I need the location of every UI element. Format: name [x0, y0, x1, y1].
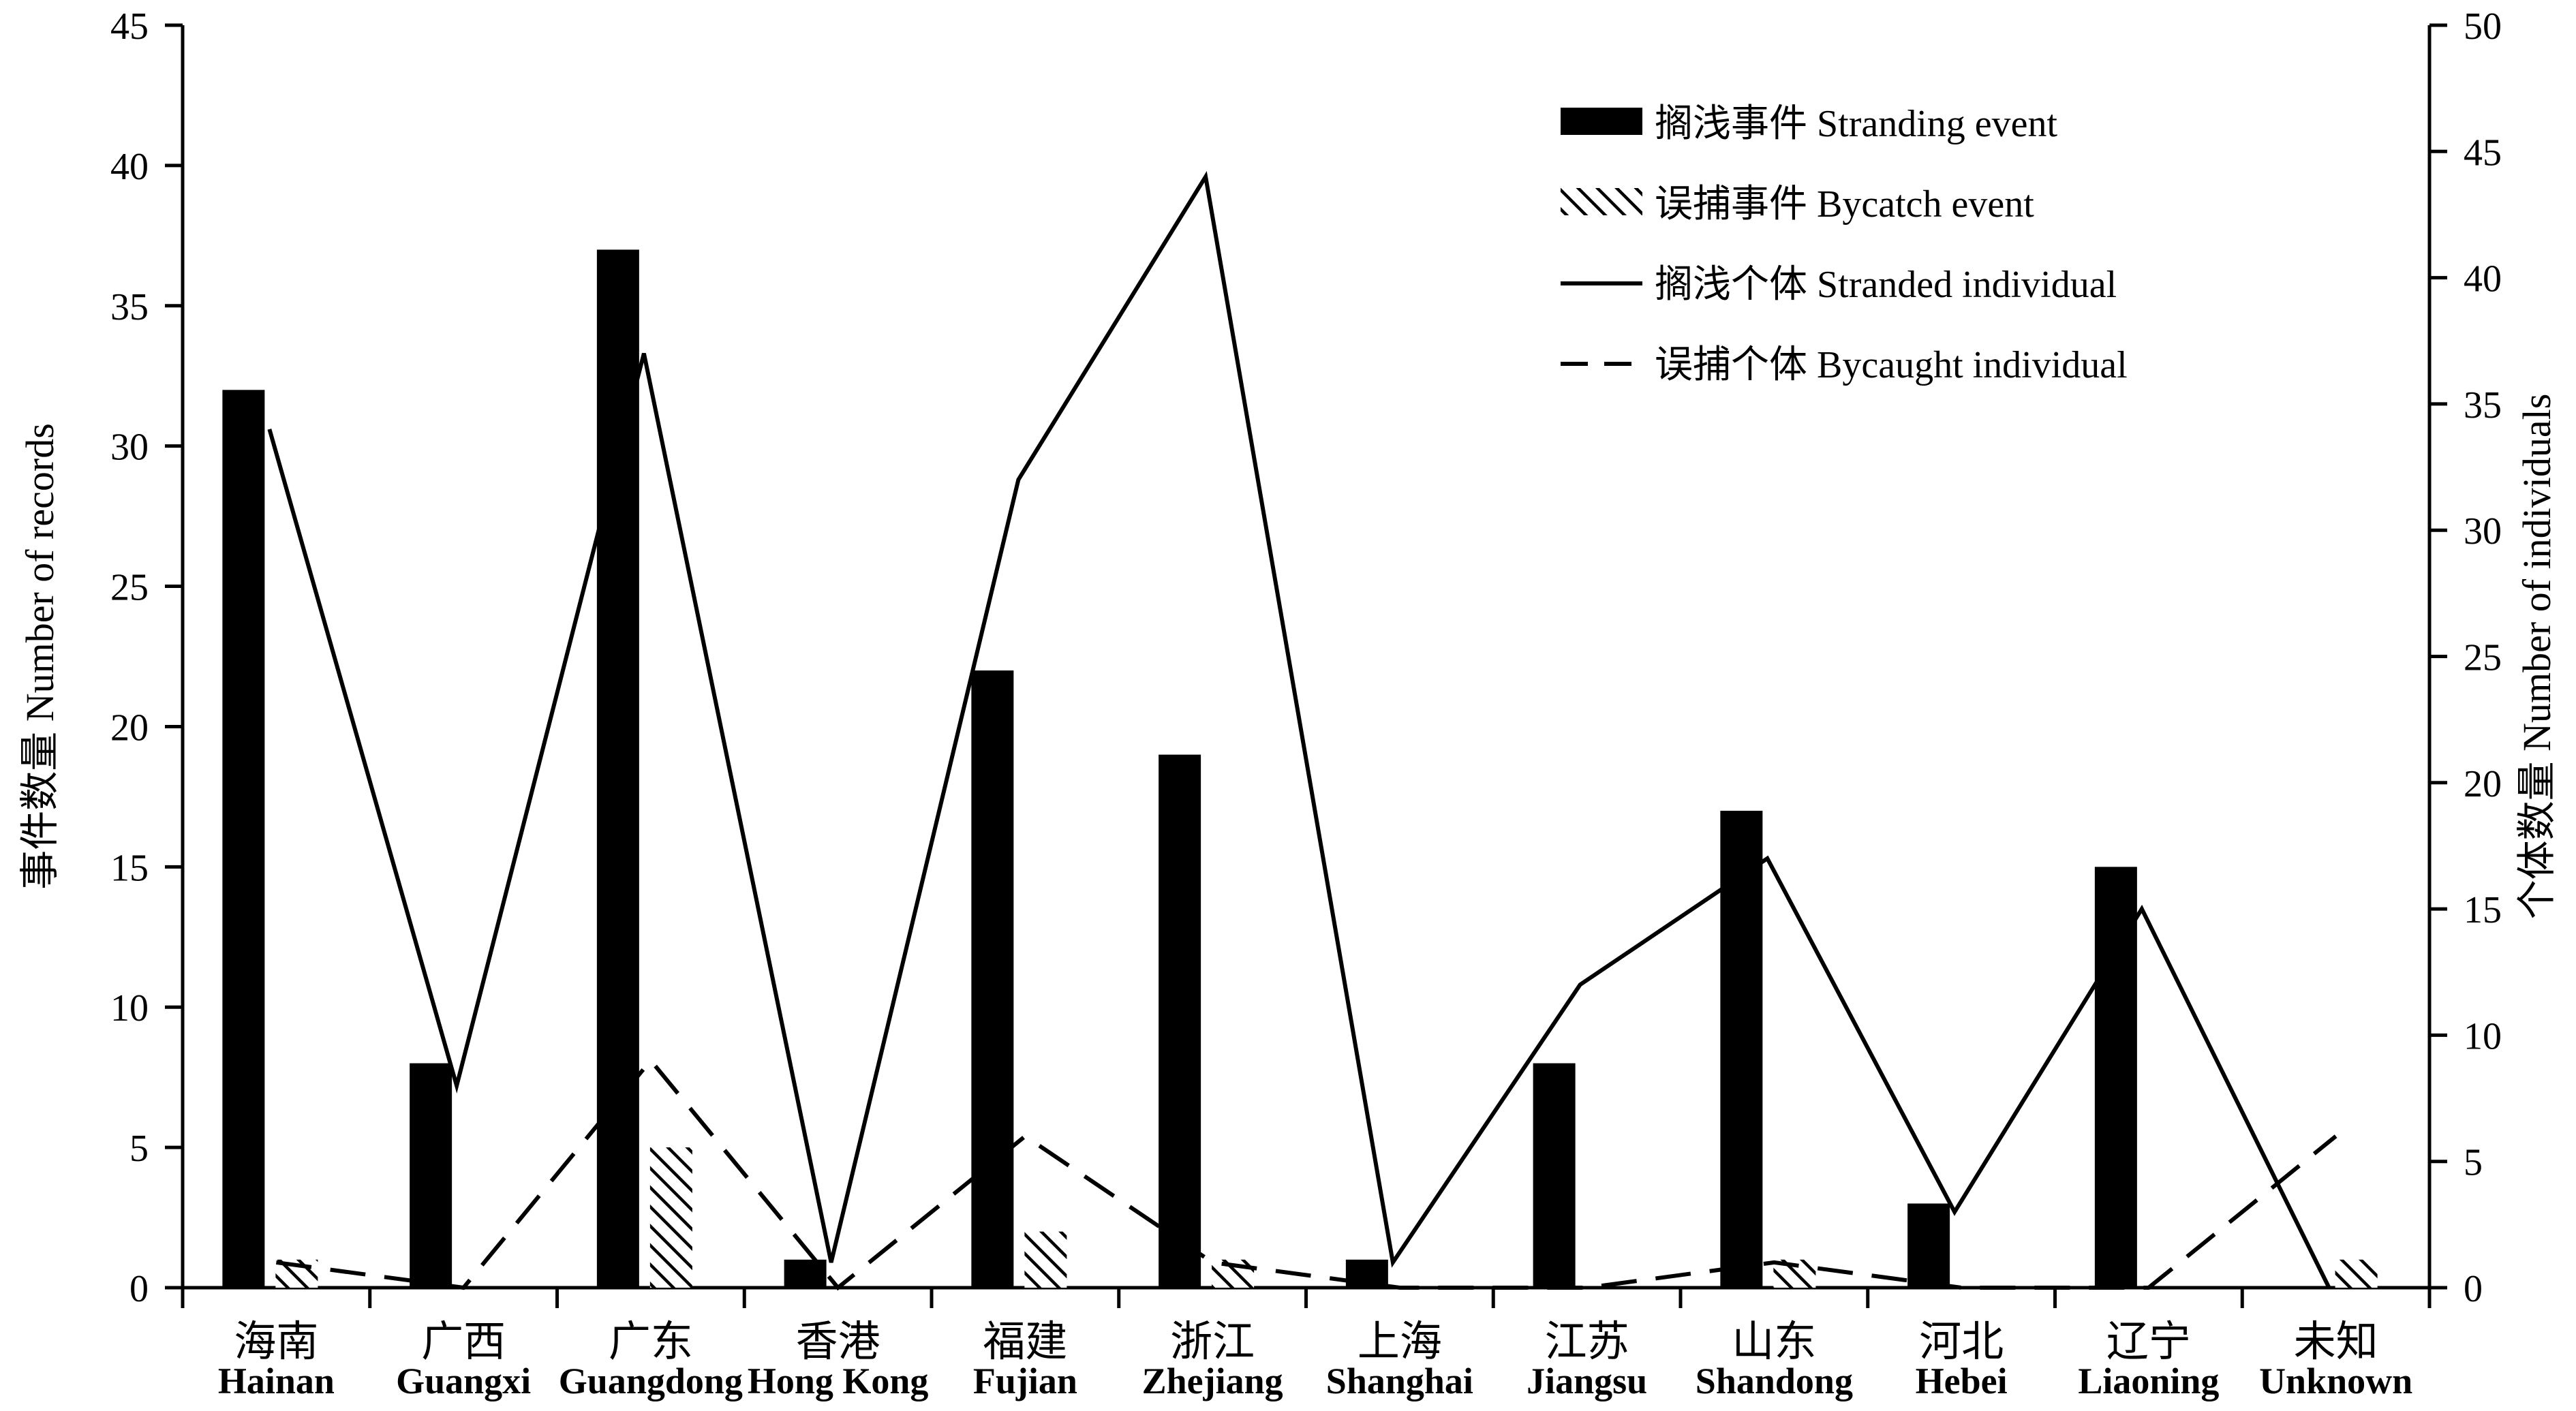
y-tick-label-left: 20: [110, 707, 149, 749]
bar-stranding-event: [1907, 1203, 1950, 1288]
y-tick-label-left: 40: [110, 146, 149, 188]
y-axis-title-left: 事件数量 Number of records: [18, 423, 62, 890]
x-category-label-zh: 香港: [796, 1319, 880, 1365]
x-category-label-zh: 浙江: [1170, 1319, 1255, 1365]
bar-stranding-event: [784, 1259, 827, 1288]
y-tick-label-right: 30: [2464, 510, 2502, 553]
x-category-label-zh: 广东: [609, 1319, 693, 1365]
bar-stranding-event: [2094, 867, 2137, 1288]
y-axis-title-right: 个体数量 Number of individuals: [2515, 394, 2559, 920]
legend-swatch: [1561, 188, 1642, 215]
y-tick-label-left: 0: [129, 1268, 149, 1310]
bar-stranding-event: [596, 249, 639, 1288]
line-stranded-individual: [267, 171, 2331, 1289]
x-category-label-zh: 福建: [983, 1319, 1067, 1365]
y-tick-label-right: 10: [2464, 1015, 2502, 1057]
legend-label: 搁浅个体 Stranded individual: [1655, 264, 2117, 306]
y-tick-label-right: 40: [2464, 258, 2502, 300]
x-category-label-en: Jiangsu: [1527, 1361, 1647, 1401]
y-tick-label-left: 10: [110, 987, 149, 1029]
bar-stranding-event: [222, 390, 265, 1288]
x-category-label-en: Zhejiang: [1142, 1361, 1283, 1401]
y-tick-label-left: 30: [110, 427, 149, 469]
y-tick-label-left: 5: [129, 1128, 149, 1170]
x-category-label-zh: 山东: [1732, 1319, 1816, 1365]
bar-stranding-event: [1533, 1063, 1576, 1288]
y-tick-label-right: 20: [2464, 763, 2502, 805]
x-category-label-zh: 辽宁: [2106, 1319, 2191, 1365]
x-category-label-en: Shandong: [1696, 1361, 1853, 1401]
legend-label: 误捕个体 Bycaught individual: [1655, 344, 2128, 386]
line-bycaught-individual: [275, 1057, 2337, 1291]
y-tick-label-right: 0: [2464, 1268, 2483, 1310]
bar-bycatch-event: [649, 1147, 692, 1288]
x-category-label-zh: 河北: [1919, 1319, 2004, 1365]
y-tick-label-left: 25: [110, 567, 149, 609]
y-tick-label-left: 35: [110, 286, 149, 328]
y-tick-label-right: 50: [2464, 5, 2502, 48]
x-category-label-en: Hong Kong: [748, 1361, 929, 1401]
x-category-label-en: Liaoning: [2078, 1361, 2219, 1401]
x-category-label-zh: 海南: [234, 1319, 318, 1365]
bar-stranding-event: [1345, 1259, 1388, 1288]
x-category-label-zh: 广西: [421, 1319, 506, 1365]
y-tick-label-left: 45: [110, 5, 149, 48]
bar-bycatch-event: [2335, 1259, 2378, 1288]
y-tick-label-right: 25: [2464, 637, 2502, 679]
x-category-label-en: Unknown: [2259, 1361, 2412, 1401]
x-category-label-zh: 江苏: [1545, 1319, 1629, 1365]
legend-label: 搁浅事件 Stranding event: [1655, 103, 2057, 145]
legend-label: 误捕事件 Bycatch event: [1655, 183, 2034, 226]
y-tick-label-right: 45: [2464, 131, 2502, 174]
y-tick-label-right: 35: [2464, 384, 2502, 427]
bar-stranding-event: [410, 1063, 453, 1288]
y-tick-label-right: 5: [2464, 1142, 2483, 1184]
x-category-label-en: Hebei: [1916, 1361, 2008, 1401]
legend-swatch: [1561, 108, 1642, 135]
y-tick-label-left: 15: [110, 847, 149, 889]
bar-bycatch-event: [1024, 1231, 1067, 1288]
x-category-label-en: Guangxi: [396, 1361, 531, 1401]
y-tick-label-right: 15: [2464, 889, 2502, 931]
bar-stranding-event: [1159, 754, 1201, 1288]
x-category-label-en: Guangdong: [559, 1361, 743, 1401]
x-category-label-zh: 上海: [1358, 1319, 1442, 1365]
bar-stranding-event: [971, 670, 1014, 1288]
bar-stranding-event: [1720, 810, 1763, 1288]
x-category-label-en: Hainan: [218, 1361, 335, 1401]
x-category-label-zh: 未知: [2294, 1319, 2378, 1365]
x-category-label-en: Shanghai: [1326, 1361, 1473, 1401]
x-category-label-en: Fujian: [973, 1361, 1077, 1401]
